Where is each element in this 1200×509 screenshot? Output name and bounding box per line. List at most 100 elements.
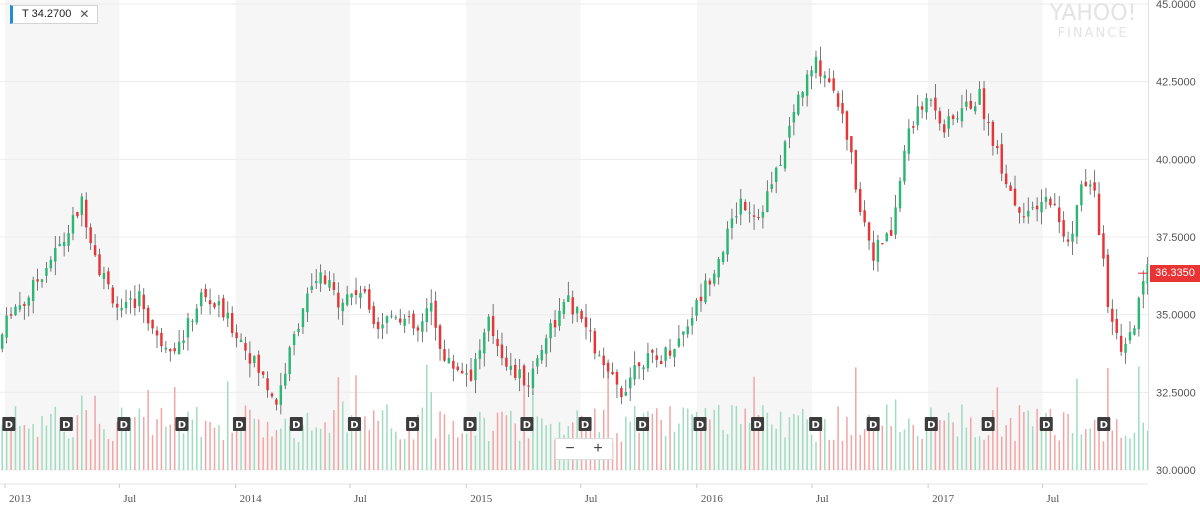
candle-body[interactable] — [14, 306, 17, 316]
candle-body[interactable] — [673, 348, 676, 358]
candle-body[interactable] — [456, 366, 459, 371]
candle-body[interactable] — [996, 145, 999, 149]
candle-body[interactable] — [823, 75, 827, 79]
candle-body[interactable] — [876, 240, 880, 262]
candle-body[interactable] — [399, 318, 402, 323]
candle-body[interactable] — [659, 360, 663, 365]
candle-body[interactable] — [381, 324, 384, 329]
candle-body[interactable] — [1137, 297, 1141, 330]
candle-body[interactable] — [310, 286, 314, 290]
candle-body[interactable] — [244, 342, 247, 351]
candle-body[interactable] — [213, 303, 216, 308]
candle-body[interactable] — [828, 78, 831, 82]
candle-body[interactable] — [195, 308, 199, 323]
candle-body[interactable] — [345, 294, 349, 305]
dividend-marker[interactable]: D — [1039, 417, 1053, 431]
dividend-marker[interactable]: D — [981, 417, 995, 431]
candle-body[interactable] — [76, 212, 79, 217]
candle-body[interactable] — [969, 100, 972, 109]
candle-body[interactable] — [668, 350, 672, 356]
candle-body[interactable] — [770, 184, 773, 190]
candlesticks[interactable] — [0, 46, 1149, 415]
candle-body[interactable] — [138, 291, 141, 306]
candle-body[interactable] — [191, 320, 194, 322]
candle-body[interactable] — [965, 101, 968, 107]
dividend-marker[interactable]: D — [693, 417, 707, 431]
candle-body[interactable] — [9, 314, 13, 316]
candle-body[interactable] — [951, 115, 955, 120]
candle-body[interactable] — [36, 279, 39, 282]
candle-body[interactable] — [925, 98, 928, 113]
candle-body[interactable] — [465, 373, 468, 375]
candle-body[interactable] — [593, 331, 597, 354]
candle-body[interactable] — [858, 188, 862, 212]
candle-body[interactable] — [279, 385, 283, 405]
candle-body[interactable] — [98, 254, 101, 276]
candle-body[interactable] — [40, 279, 44, 282]
candle-body[interactable] — [505, 357, 508, 367]
candle-body[interactable] — [695, 299, 698, 316]
candle-body[interactable] — [889, 229, 893, 236]
candle-body[interactable] — [85, 199, 88, 228]
candle-body[interactable] — [544, 338, 548, 354]
candle-body[interactable] — [934, 97, 937, 111]
candle-body[interactable] — [111, 287, 114, 304]
candle-body[interactable] — [642, 367, 645, 370]
candle-body[interactable] — [704, 280, 707, 303]
candle-body[interactable] — [713, 273, 716, 284]
candle-body[interactable] — [496, 338, 499, 347]
candle-body[interactable] — [814, 56, 818, 73]
candle-body[interactable] — [421, 321, 424, 332]
zoom-in-button[interactable]: + — [593, 440, 603, 457]
candle-body[interactable] — [67, 233, 70, 246]
candle-body[interactable] — [403, 318, 406, 326]
candle-body[interactable] — [699, 296, 703, 302]
candle-body[interactable] — [142, 294, 145, 310]
candle-body[interactable] — [881, 243, 884, 245]
candle-body[interactable] — [429, 303, 433, 312]
candle-body[interactable] — [872, 242, 875, 261]
dividend-marker[interactable]: D — [347, 417, 361, 431]
candle-body[interactable] — [323, 275, 327, 284]
candle-body[interactable] — [1102, 233, 1105, 259]
candle-body[interactable] — [898, 180, 902, 209]
candle-body[interactable] — [416, 327, 420, 331]
candle-body[interactable] — [792, 111, 796, 123]
candle-body[interactable] — [248, 353, 252, 364]
candle-body[interactable] — [315, 281, 318, 284]
candle-body[interactable] — [54, 247, 57, 262]
candle-body[interactable] — [107, 271, 110, 285]
candle-body[interactable] — [1013, 188, 1017, 206]
candle-body[interactable] — [1009, 185, 1012, 191]
candle-body[interactable] — [350, 293, 353, 298]
candle-body[interactable] — [71, 215, 75, 234]
candle-body[interactable] — [637, 362, 641, 367]
candle-body[interactable] — [651, 349, 654, 353]
candle-body[interactable] — [863, 210, 866, 223]
candle-body[interactable] — [5, 315, 8, 338]
candle-body[interactable] — [1031, 207, 1034, 209]
candle-body[interactable] — [920, 106, 924, 110]
candle-body[interactable] — [1062, 220, 1065, 237]
candle-body[interactable] — [124, 302, 128, 309]
candle-body[interactable] — [664, 347, 667, 361]
candle-body[interactable] — [452, 360, 455, 369]
candle-body[interactable] — [514, 364, 517, 378]
candle-body[interactable] — [624, 391, 628, 396]
dividend-marker[interactable]: D — [117, 417, 131, 431]
dividend-marker[interactable]: D — [232, 417, 246, 431]
candle-body[interactable] — [93, 245, 97, 256]
candle-body[interactable] — [434, 300, 437, 328]
candle-body[interactable] — [226, 312, 229, 319]
candle-body[interactable] — [766, 191, 769, 213]
dividend-marker[interactable]: D — [175, 417, 189, 431]
candle-body[interactable] — [1106, 254, 1110, 308]
candle-body[interactable] — [982, 88, 986, 120]
candle-body[interactable] — [540, 350, 543, 361]
candle-body[interactable] — [682, 331, 685, 335]
candle-body[interactable] — [169, 349, 172, 352]
candle-body[interactable] — [1022, 216, 1026, 218]
candle-body[interactable] — [721, 252, 725, 263]
candle-body[interactable] — [744, 201, 747, 211]
candle-body[interactable] — [788, 125, 791, 138]
